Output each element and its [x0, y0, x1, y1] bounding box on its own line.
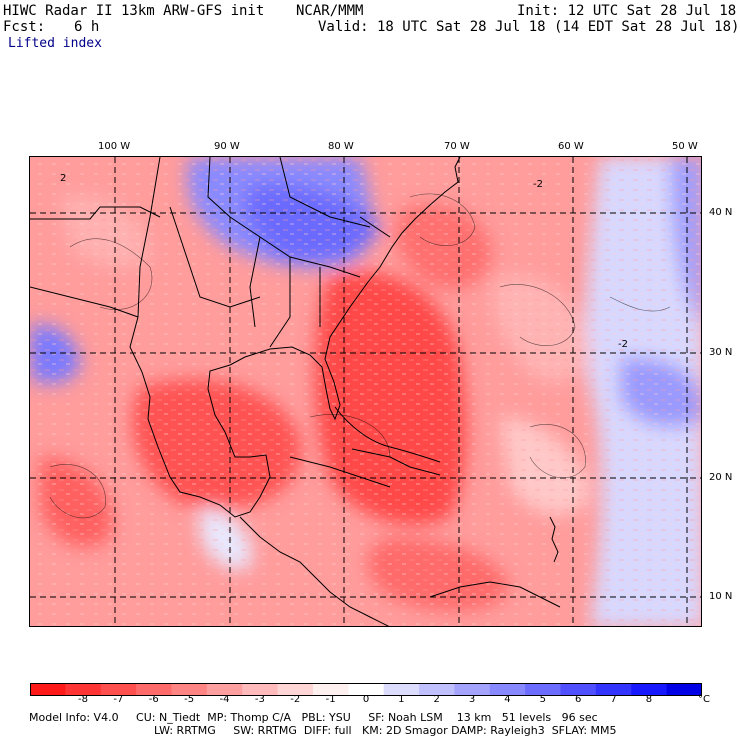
colorbar-swatch [631, 683, 668, 696]
colorbar-swatch [277, 683, 314, 696]
lon-label-100w: 100 W [98, 141, 131, 152]
colorbar-tick-label: -1 [325, 694, 336, 705]
colorbar-swatch [312, 683, 349, 696]
field-texture [30, 157, 701, 626]
colorbar-tick-label: -7 [113, 694, 124, 705]
colorbar-tick-label: 6 [575, 694, 582, 705]
lon-label-50w: 50 W [672, 141, 698, 152]
colorbar-tick-label: -6 [148, 694, 159, 705]
colorbar-swatch [419, 683, 455, 696]
lat-label-10n: 10 N [709, 591, 733, 602]
colorbar-tick-label: 1 [398, 694, 405, 705]
us-mexico-coastline [129, 157, 461, 518]
lat-label-40n: 40 N [709, 207, 733, 218]
colorbar-unit: °C [698, 694, 710, 705]
colorbar-swatch [30, 683, 66, 696]
colorbar-tick-label: -8 [78, 694, 89, 705]
colorbar-swatch [595, 683, 632, 696]
colorbar-tick-label: 8 [645, 694, 653, 705]
model-title: HIWC Radar II 13km ARW-GFS init [3, 3, 265, 19]
contour-label: -2 [618, 339, 628, 350]
field-name: Lifted index [8, 36, 102, 51]
organization: NCAR/MMM [296, 3, 364, 19]
lon-label-80w: 80 W [328, 141, 354, 152]
colorbar-swatch [383, 683, 420, 696]
init-time: Init: 12 UTC Sat 28 Jul 18 [517, 3, 737, 19]
forecast-hour: 6 h [74, 19, 100, 35]
colorbar-swatch [65, 683, 102, 696]
colorbar-tick-label: 7 [610, 694, 617, 705]
central-south-america-coast [239, 516, 561, 626]
colorbar-tick-label: 4 [504, 694, 511, 705]
colorbar-swatch [525, 683, 562, 696]
colorbar-canvas [30, 683, 703, 696]
colorbar [30, 681, 703, 696]
colorbar-swatch [171, 683, 208, 696]
lesser-antilles [549, 516, 559, 563]
colorbar-tick-label: 2 [433, 694, 440, 705]
contour-lines [49, 193, 671, 519]
colorbar-swatch [560, 683, 597, 696]
forecast-label: Fcst: [3, 19, 46, 35]
colorbar-swatch [206, 683, 243, 696]
colorbar-tick-label: 3 [468, 694, 476, 705]
lifted-index-map: 2 -2 -2 [29, 156, 702, 627]
colorbar-swatch [489, 683, 526, 696]
lon-label-70w: 70 W [444, 141, 470, 152]
map-canvas: 2 -2 -2 [30, 157, 701, 626]
colorbar-swatch [348, 683, 385, 696]
colorbar-tick-label: -5 [184, 694, 195, 705]
colorbar-swatch [454, 683, 491, 696]
lat-label-30n: 30 N [709, 347, 733, 358]
contour-label: -2 [533, 179, 543, 190]
lat-label-20n: 20 N [709, 472, 733, 483]
lon-label-90w: 90 W [214, 141, 240, 152]
colorbar-swatch [100, 683, 137, 696]
lat-lon-grid [30, 157, 701, 626]
colorbar-tick-label: -2 [290, 694, 301, 705]
state-borders [30, 157, 391, 348]
colorbar-tick-label: -4 [219, 694, 230, 705]
colorbar-swatch [242, 683, 279, 696]
colorbar-tick-label: 0 [362, 694, 370, 705]
valid-time: Valid: 18 UTC Sat 28 Jul 18 (14 EDT Sat … [318, 19, 740, 35]
colorbar-tick-label: -3 [254, 694, 265, 705]
colorbar-swatch [666, 683, 703, 696]
model-info-line2: LW: RRTMG SW: RRTMG DIFF: full KM: 2D Sm… [154, 724, 617, 737]
colorbar-swatch [136, 683, 172, 696]
model-info-line1: Model Info: V4.0 CU: N_Tiedt MP: Thomp C… [29, 711, 598, 724]
colorbar-tick-label: 5 [539, 694, 547, 705]
lon-label-60w: 60 W [558, 141, 584, 152]
contour-label: 2 [60, 173, 66, 184]
